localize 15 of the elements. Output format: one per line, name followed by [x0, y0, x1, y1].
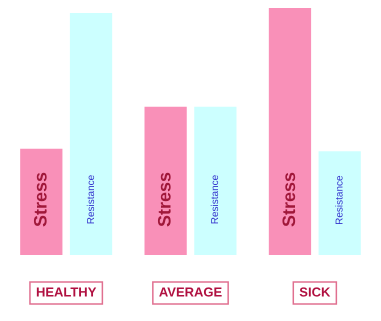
- text: Stress: [278, 172, 299, 228]
- bar: [20, 148, 62, 255]
- series-label: Stress: [154, 172, 175, 228]
- text: Stress: [30, 172, 50, 228]
- text: Resistance: [86, 174, 97, 224]
- series-label: Resistance: [334, 174, 346, 225]
- x-tick-label: AVERAGE: [158, 284, 222, 300]
- text: Resistance: [210, 174, 222, 224]
- x-tick-label: SICK: [299, 284, 331, 300]
- x-tick-label: HEALTHY: [36, 284, 97, 300]
- bar: [268, 8, 312, 255]
- bar: [70, 12, 112, 255]
- bar: [144, 106, 187, 255]
- bar: [194, 106, 237, 255]
- bar: [318, 151, 361, 255]
